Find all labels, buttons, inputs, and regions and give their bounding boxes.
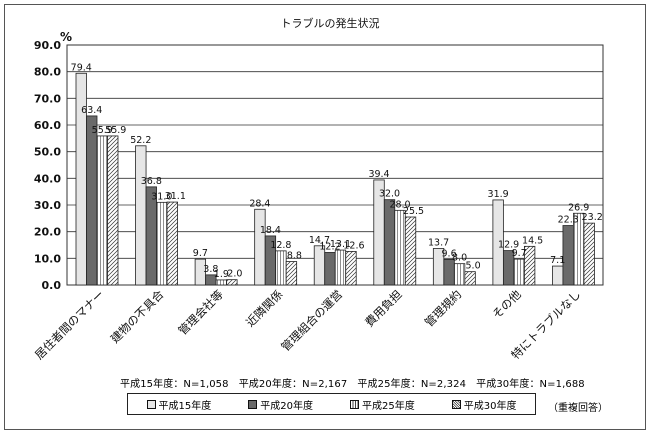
- legend-item: 平成25年度: [350, 397, 415, 412]
- bar-3-6: [394, 209, 406, 286]
- bar-1-9: [552, 265, 564, 286]
- data-label: 14.5: [522, 235, 543, 246]
- x-category-label: 建物の不具合: [108, 287, 167, 346]
- bar-2-5: [324, 252, 336, 286]
- y-tick-label: 60.0: [34, 119, 61, 132]
- y-tick-label: 20.0: [34, 226, 61, 239]
- data-label: 5.0: [466, 261, 481, 272]
- data-label: 28.4: [249, 198, 270, 209]
- data-label: 14.7: [309, 235, 330, 246]
- data-label: 55.9: [92, 125, 113, 136]
- x-category-label: 費用負担: [362, 287, 404, 329]
- y-tick-label: 10.0: [34, 252, 61, 265]
- data-label: 12.8: [270, 240, 291, 251]
- bar-4-5: [345, 250, 357, 286]
- legend-swatch: [451, 399, 461, 409]
- data-label: 9.7: [193, 248, 208, 259]
- y-tick-label: 70.0: [34, 92, 61, 105]
- data-label: 22.3: [558, 215, 579, 226]
- bar-4-3: [226, 279, 238, 286]
- data-label: 12.9: [498, 240, 519, 251]
- data-label: 12.2: [319, 241, 340, 252]
- bar-3-3: [215, 279, 228, 286]
- data-label: 52.2: [130, 135, 151, 146]
- x-category-label: 管理会社等: [175, 287, 226, 338]
- data-label: 12.6: [343, 240, 364, 251]
- note-text: （重複回答）: [548, 403, 608, 414]
- legend-swatch: [248, 399, 258, 409]
- bar-1-8: [492, 199, 504, 286]
- data-label: 36.8: [141, 176, 162, 187]
- bar-3-7: [453, 263, 466, 286]
- data-label: 8.8: [287, 251, 302, 262]
- data-label: 9.7: [512, 248, 527, 259]
- data-label: 31.9: [488, 189, 509, 200]
- y-tick-label: 90.0: [34, 39, 61, 52]
- data-label: 23.2: [582, 212, 603, 223]
- x-category-label: 管理規約: [422, 287, 464, 329]
- legend-item: 平成30年度: [451, 397, 517, 412]
- bar-4-4: [285, 261, 298, 286]
- bar-4-6: [404, 216, 417, 286]
- data-label: 32.0: [379, 189, 400, 200]
- legend-label: 平成30年度: [463, 400, 517, 412]
- bar-1-4: [254, 208, 266, 286]
- data-label: 55.9: [105, 125, 126, 136]
- sample-size-text: 平成15年度：N=1,058 平成20年度：N=2,167 平成25年度：N=2…: [120, 379, 585, 390]
- data-label: 28.0: [389, 199, 410, 210]
- legend: 平成15年度 平成20年度 平成25年度 平成30年度: [127, 393, 536, 415]
- bar-4-2: [166, 201, 178, 286]
- y-tick-label: 30.0: [34, 199, 61, 212]
- x-category-label: 管理組合の運営: [278, 287, 345, 354]
- legend-label: 平成15年度: [158, 400, 212, 412]
- bar-2-6: [383, 199, 396, 286]
- x-category-label: その他: [489, 287, 524, 322]
- data-label: 1.9: [214, 269, 229, 280]
- legend-label: 平成25年度: [362, 400, 415, 412]
- x-category-label: 近隣関係: [243, 287, 285, 329]
- data-label: 2.0: [227, 269, 242, 280]
- data-label: 3.8: [203, 264, 218, 275]
- y-tick-label: 50.0: [34, 146, 61, 159]
- bar-2-1: [86, 115, 98, 286]
- data-label: 13.1: [330, 239, 351, 250]
- bar-3-2: [156, 201, 168, 286]
- legend-item: 平成20年度: [248, 397, 313, 412]
- bar-1-3: [194, 258, 207, 286]
- chart-title: トラブルの発生状況: [281, 16, 380, 30]
- bar-3-1: [96, 135, 108, 286]
- y-tick-label: 0.0: [42, 279, 62, 292]
- y-tick-label: 40.0: [34, 172, 61, 185]
- bar-4-8: [523, 245, 536, 286]
- data-label: 18.4: [260, 225, 281, 236]
- legend-item: 平成15年度: [146, 397, 212, 412]
- data-label: 39.4: [368, 169, 389, 180]
- data-label: 31.1: [165, 191, 186, 202]
- y-tick-label: 80.0: [34, 66, 61, 79]
- data-label: 25.5: [403, 206, 424, 217]
- data-label: 79.4: [71, 62, 92, 73]
- data-label: 9.6: [442, 248, 457, 259]
- bar-3-5: [334, 249, 347, 286]
- legend-swatch: [146, 399, 156, 409]
- bar-3-4: [275, 250, 287, 286]
- bar-4-1: [107, 135, 119, 286]
- bar-1-2: [135, 145, 147, 286]
- data-label: 26.9: [568, 202, 589, 213]
- legend-label: 平成20年度: [260, 400, 313, 412]
- data-label: 13.7: [428, 237, 449, 248]
- legend-swatch: [350, 399, 359, 409]
- bar-3-8: [513, 258, 525, 286]
- x-category-label: 居住者間のマナー: [32, 287, 107, 362]
- bar-4-7: [464, 271, 476, 286]
- y-axis-unit: %: [60, 30, 72, 44]
- data-label: 63.4: [81, 105, 102, 116]
- bar-4-9: [583, 222, 595, 286]
- data-label: 31.0: [151, 191, 172, 202]
- data-label: 8.0: [452, 253, 467, 264]
- data-label: 7.1: [550, 255, 565, 266]
